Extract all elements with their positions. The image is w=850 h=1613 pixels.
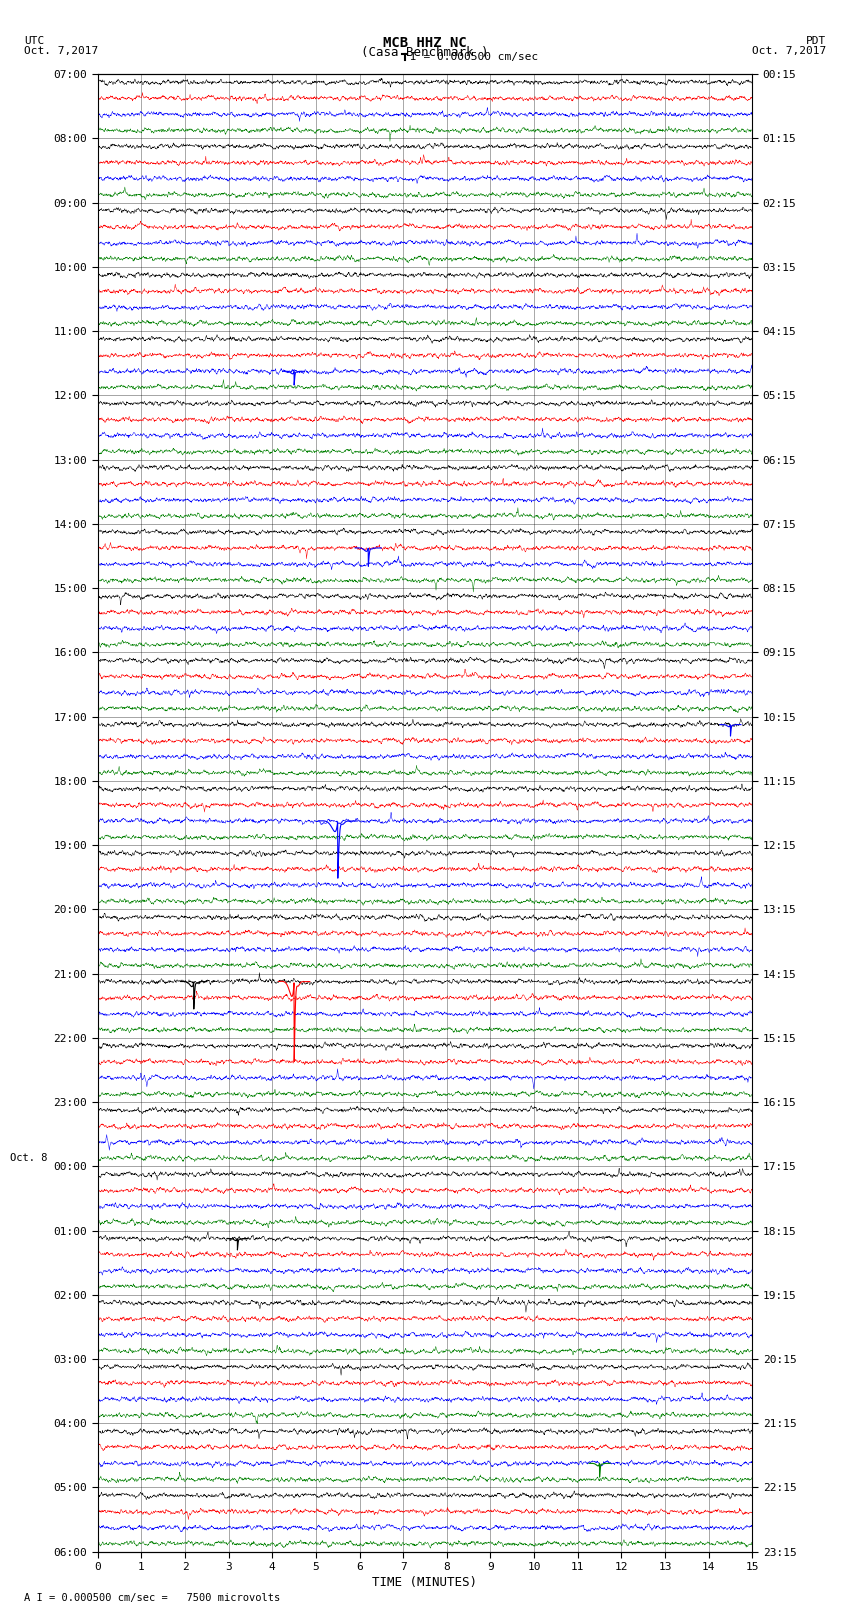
Text: I = 0.000500 cm/sec: I = 0.000500 cm/sec — [410, 52, 538, 63]
Text: (Casa Benchmark ): (Casa Benchmark ) — [361, 45, 489, 60]
X-axis label: TIME (MINUTES): TIME (MINUTES) — [372, 1576, 478, 1589]
Text: A I = 0.000500 cm/sec =   7500 microvolts: A I = 0.000500 cm/sec = 7500 microvolts — [24, 1594, 280, 1603]
Text: UTC: UTC — [24, 37, 44, 47]
Text: MCB HHZ NC: MCB HHZ NC — [383, 37, 467, 50]
Text: Oct. 7,2017: Oct. 7,2017 — [24, 45, 98, 56]
Text: Oct. 7,2017: Oct. 7,2017 — [752, 45, 826, 56]
Text: Oct. 8: Oct. 8 — [10, 1153, 48, 1163]
Text: PDT: PDT — [806, 37, 826, 47]
